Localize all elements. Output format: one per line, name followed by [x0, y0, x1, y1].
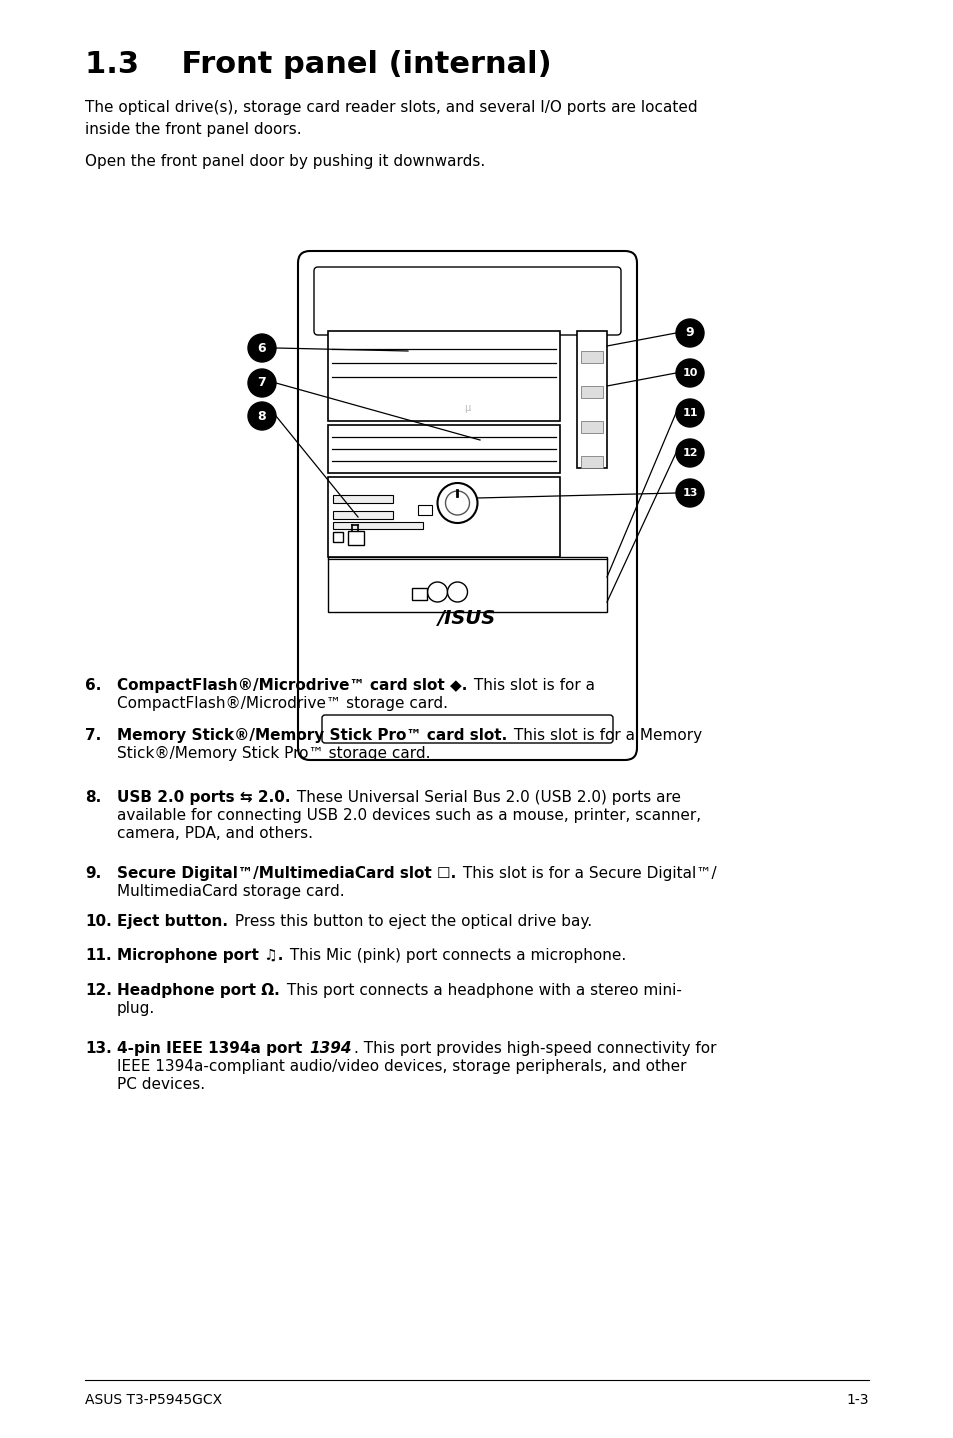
- Circle shape: [676, 398, 703, 427]
- Text: 7: 7: [257, 377, 266, 390]
- Text: 11: 11: [681, 408, 697, 418]
- Text: Microphone port ♫.: Microphone port ♫.: [117, 948, 283, 963]
- Text: 12: 12: [681, 449, 697, 457]
- Text: 13.: 13.: [85, 1041, 112, 1055]
- Text: This slot is for a Memory: This slot is for a Memory: [509, 728, 701, 743]
- FancyBboxPatch shape: [314, 267, 620, 335]
- Bar: [333, 495, 393, 503]
- Text: 9: 9: [685, 326, 694, 339]
- Bar: [580, 385, 602, 398]
- Text: available for connecting USB 2.0 devices such as a mouse, printer, scanner,: available for connecting USB 2.0 devices…: [117, 808, 700, 823]
- Text: . This port provides high-speed connectivity for: . This port provides high-speed connecti…: [354, 1041, 716, 1055]
- Text: 8: 8: [257, 410, 266, 423]
- FancyBboxPatch shape: [297, 252, 637, 761]
- Text: This port connects a headphone with a stereo mini-: This port connects a headphone with a st…: [281, 984, 680, 998]
- Text: 8.: 8.: [85, 789, 101, 805]
- Text: Memory Stick®/Memory Stick Pro™ card slot.: Memory Stick®/Memory Stick Pro™ card slo…: [117, 728, 507, 743]
- Bar: [328, 557, 606, 613]
- Circle shape: [248, 334, 275, 362]
- Text: USB 2.0 ports ⇆ 2.0.: USB 2.0 ports ⇆ 2.0.: [117, 789, 291, 805]
- Text: 7.: 7.: [85, 728, 101, 743]
- Bar: [333, 510, 393, 519]
- Text: CompactFlash®/Microdrive™ card slot ◆.: CompactFlash®/Microdrive™ card slot ◆.: [117, 677, 467, 693]
- Text: ASUS T3-P5945GCX: ASUS T3-P5945GCX: [85, 1393, 222, 1406]
- FancyBboxPatch shape: [322, 715, 613, 743]
- Text: 11.: 11.: [85, 948, 112, 963]
- Text: This slot is for a: This slot is for a: [469, 677, 595, 693]
- Text: Headphone port Ω.: Headphone port Ω.: [117, 984, 279, 998]
- Bar: [328, 331, 559, 421]
- Circle shape: [676, 360, 703, 387]
- Text: 1394: 1394: [309, 1041, 352, 1055]
- Circle shape: [445, 490, 469, 515]
- Text: MultimediaCard storage card.: MultimediaCard storage card.: [117, 884, 344, 899]
- Text: µ: µ: [464, 403, 470, 413]
- Text: Secure Digital™/MultimediaCard slot ☐.: Secure Digital™/MultimediaCard slot ☐.: [117, 866, 456, 881]
- Text: 10: 10: [681, 368, 697, 378]
- Text: 1.3    Front panel (internal): 1.3 Front panel (internal): [85, 50, 551, 79]
- Text: This Mic (pink) port connects a microphone.: This Mic (pink) port connects a micropho…: [285, 948, 626, 963]
- Text: Eject button.: Eject button.: [117, 915, 228, 929]
- Text: inside the front panel doors.: inside the front panel doors.: [85, 122, 301, 137]
- Bar: [348, 531, 364, 545]
- Text: 9.: 9.: [85, 866, 101, 881]
- Circle shape: [676, 439, 703, 467]
- Bar: [580, 421, 602, 433]
- Text: The optical drive(s), storage card reader slots, and several I/O ports are locat: The optical drive(s), storage card reade…: [85, 101, 697, 115]
- Text: PC devices.: PC devices.: [117, 1077, 205, 1091]
- Text: This slot is for a Secure Digital™/: This slot is for a Secure Digital™/: [457, 866, 716, 881]
- Text: Stick®/Memory Stick Pro™ storage card.: Stick®/Memory Stick Pro™ storage card.: [117, 746, 430, 761]
- Text: CompactFlash®/Microdrive™ storage card.: CompactFlash®/Microdrive™ storage card.: [117, 696, 448, 710]
- Bar: [577, 331, 606, 467]
- Bar: [580, 351, 602, 362]
- Circle shape: [248, 370, 275, 397]
- Bar: [417, 505, 432, 515]
- Circle shape: [248, 403, 275, 430]
- Bar: [580, 456, 602, 467]
- Circle shape: [676, 319, 703, 347]
- Text: 12.: 12.: [85, 984, 112, 998]
- Circle shape: [437, 483, 477, 523]
- Text: These Universal Serial Bus 2.0 (USB 2.0) ports are: These Universal Serial Bus 2.0 (USB 2.0)…: [293, 789, 680, 805]
- Text: 4-pin IEEE 1394a port: 4-pin IEEE 1394a port: [117, 1041, 307, 1055]
- Text: IEEE 1394a-compliant audio/video devices, storage peripherals, and other: IEEE 1394a-compliant audio/video devices…: [117, 1058, 686, 1074]
- Bar: [328, 426, 559, 473]
- Bar: [333, 532, 343, 542]
- Bar: [328, 477, 559, 557]
- Text: plug.: plug.: [117, 1001, 155, 1017]
- Text: 13: 13: [681, 487, 697, 498]
- Text: 6.: 6.: [85, 677, 101, 693]
- Text: Open the front panel door by pushing it downwards.: Open the front panel door by pushing it …: [85, 154, 485, 170]
- Text: /ISUS: /ISUS: [438, 608, 497, 627]
- Bar: [412, 588, 427, 600]
- Text: 6: 6: [257, 341, 266, 355]
- Text: 10.: 10.: [85, 915, 112, 929]
- Circle shape: [427, 582, 447, 603]
- Text: Press this button to eject the optical drive bay.: Press this button to eject the optical d…: [230, 915, 592, 929]
- Circle shape: [447, 582, 467, 603]
- Bar: [333, 522, 422, 529]
- Circle shape: [676, 479, 703, 508]
- Text: 1-3: 1-3: [845, 1393, 868, 1406]
- Text: camera, PDA, and others.: camera, PDA, and others.: [117, 825, 313, 841]
